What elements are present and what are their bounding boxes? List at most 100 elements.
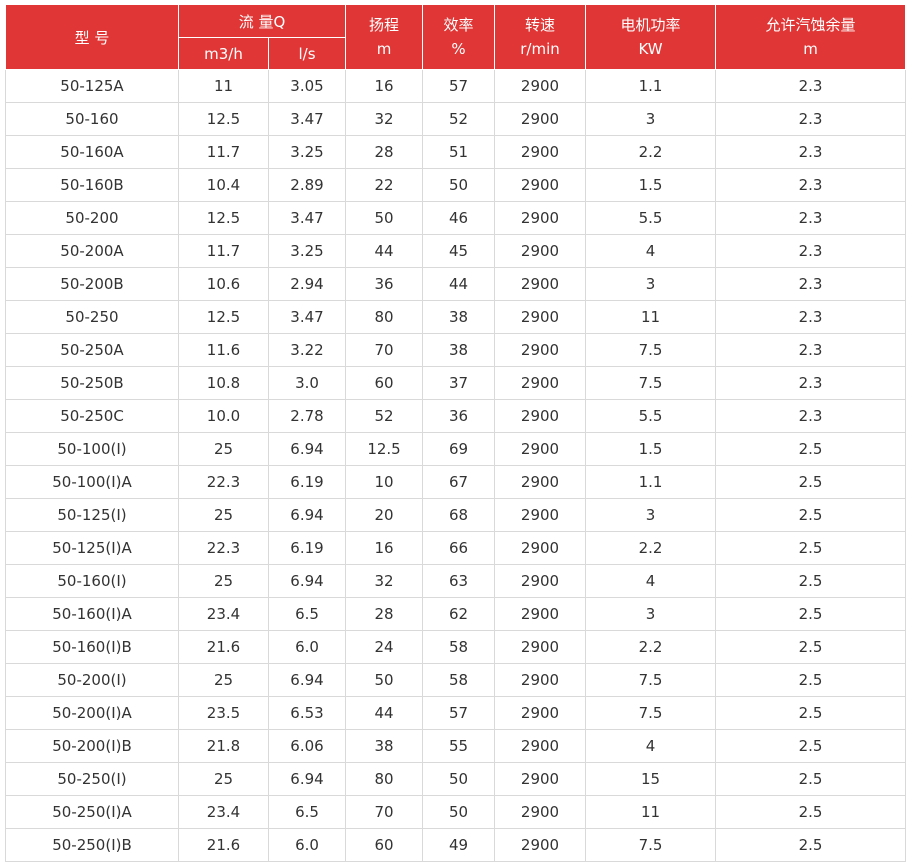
table-row: 50-200(I)B 21.8 6.06 38 55 2900 4 2.5 [5,729,907,763]
cell-speed: 2900 [494,498,587,532]
cell-npsh: 2.3 [715,168,907,202]
cell-efficiency: 50 [422,762,496,796]
cell-power: 3 [585,498,717,532]
cell-flow-m3h: 21.8 [178,729,269,763]
table-row: 50-200(I) 25 6.94 50 58 2900 7.5 2.5 [5,663,907,697]
cell-model: 50-250C [5,399,179,433]
cell-speed: 2900 [494,201,587,235]
cell-flow-ls: 3.47 [267,201,347,235]
cell-speed: 2900 [494,762,587,796]
cell-efficiency: 46 [422,201,496,235]
cell-npsh: 2.5 [715,828,907,862]
cell-head: 52 [345,399,424,433]
cell-speed: 2900 [494,168,587,202]
table-row: 50-250(I)B 21.6 6.0 60 49 2900 7.5 2.5 [5,828,907,862]
speed-unit: r/min [520,40,560,58]
cell-power: 7.5 [585,333,717,367]
cell-power: 3 [585,597,717,631]
cell-npsh: 2.5 [715,630,907,664]
npsh-label: 允许汽蚀余量 [765,16,856,34]
col-speed-header: 转速 r/min [494,4,587,70]
table-row: 50-200(I)A 23.5 6.53 44 57 2900 7.5 2.5 [5,696,907,730]
cell-flow-ls: 6.06 [267,729,347,763]
cell-head: 32 [345,564,424,598]
cell-head: 28 [345,135,424,169]
cell-npsh: 2.3 [715,234,907,268]
cell-power: 4 [585,729,717,763]
cell-flow-m3h: 23.5 [178,696,269,730]
table-row: 50-100(I)A 22.3 6.19 10 67 2900 1.1 2.5 [5,465,907,499]
cell-head: 24 [345,630,424,664]
cell-speed: 2900 [494,729,587,763]
cell-npsh: 2.5 [715,531,907,565]
cell-npsh: 2.3 [715,69,907,103]
cell-speed: 2900 [494,333,587,367]
cell-model: 50-200A [5,234,179,268]
cell-model: 50-160(I)A [5,597,179,631]
cell-flow-m3h: 10.4 [178,168,269,202]
cell-power: 2.2 [585,531,717,565]
header-row-2: m3/h l/s [6,37,906,70]
cell-power: 3 [585,267,717,301]
cell-model: 50-250(I) [5,762,179,796]
cell-head: 38 [345,729,424,763]
cell-speed: 2900 [494,432,587,466]
cell-npsh: 2.3 [715,201,907,235]
table-row: 50-250(I) 25 6.94 80 50 2900 15 2.5 [5,762,907,796]
cell-efficiency: 57 [422,69,496,103]
cell-efficiency: 51 [422,135,496,169]
cell-flow-ls: 6.0 [267,630,347,664]
head-unit: m [376,40,392,58]
cell-npsh: 2.5 [715,729,907,763]
cell-flow-ls: 6.94 [267,564,347,598]
cell-npsh: 2.3 [715,102,907,136]
cell-head: 22 [345,168,424,202]
cell-flow-ls: 3.47 [267,300,347,334]
efficiency-unit: % [451,40,466,58]
cell-head: 28 [345,597,424,631]
cell-flow-ls: 6.0 [267,828,347,862]
cell-efficiency: 69 [422,432,496,466]
cell-head: 12.5 [345,432,424,466]
table-row: 50-160B 10.4 2.89 22 50 2900 1.5 2.3 [5,168,907,202]
cell-head: 44 [345,234,424,268]
cell-head: 60 [345,828,424,862]
cell-power: 1.5 [585,432,717,466]
cell-head: 70 [345,333,424,367]
cell-npsh: 2.5 [715,498,907,532]
cell-model: 50-100(I)A [5,465,179,499]
speed-label: 转速 [525,16,556,34]
table-row: 50-100(I) 25 6.94 12.5 69 2900 1.5 2.5 [5,432,907,466]
cell-npsh: 2.5 [715,465,907,499]
cell-power: 7.5 [585,828,717,862]
cell-model: 50-200B [5,267,179,301]
cell-efficiency: 49 [422,828,496,862]
cell-flow-ls: 6.94 [267,762,347,796]
cell-model: 50-160(I)B [5,630,179,664]
cell-efficiency: 38 [422,333,496,367]
col-flow-m3h-header: m3/h [178,37,269,70]
cell-efficiency: 62 [422,597,496,631]
header-row-1: 型 号 流 量Q 扬程 m 效率 % 转速 r/min 电机功率 KW 允许汽蚀… [5,4,907,70]
cell-efficiency: 52 [422,102,496,136]
cell-speed: 2900 [494,597,587,631]
cell-speed: 2900 [494,102,587,136]
col-flow-ls-header: l/s [267,37,347,70]
col-power-header: 电机功率 KW [585,4,717,70]
cell-model: 50-200(I)B [5,729,179,763]
table-row: 50-250B 10.8 3.0 60 37 2900 7.5 2.3 [5,366,907,400]
cell-model: 50-250B [5,366,179,400]
table-row: 50-125(I) 25 6.94 20 68 2900 3 2.5 [5,498,907,532]
cell-flow-m3h: 25 [178,498,269,532]
cell-model: 50-200(I) [5,663,179,697]
cell-efficiency: 50 [422,795,496,829]
col-flow-header: 流 量Q [177,4,347,38]
cell-head: 20 [345,498,424,532]
cell-speed: 2900 [494,234,587,268]
cell-speed: 2900 [494,531,587,565]
cell-model: 50-100(I) [5,432,179,466]
cell-flow-m3h: 11.7 [178,135,269,169]
col-head-header: 扬程 m [345,4,424,70]
cell-flow-m3h: 23.4 [178,597,269,631]
cell-power: 4 [585,564,717,598]
